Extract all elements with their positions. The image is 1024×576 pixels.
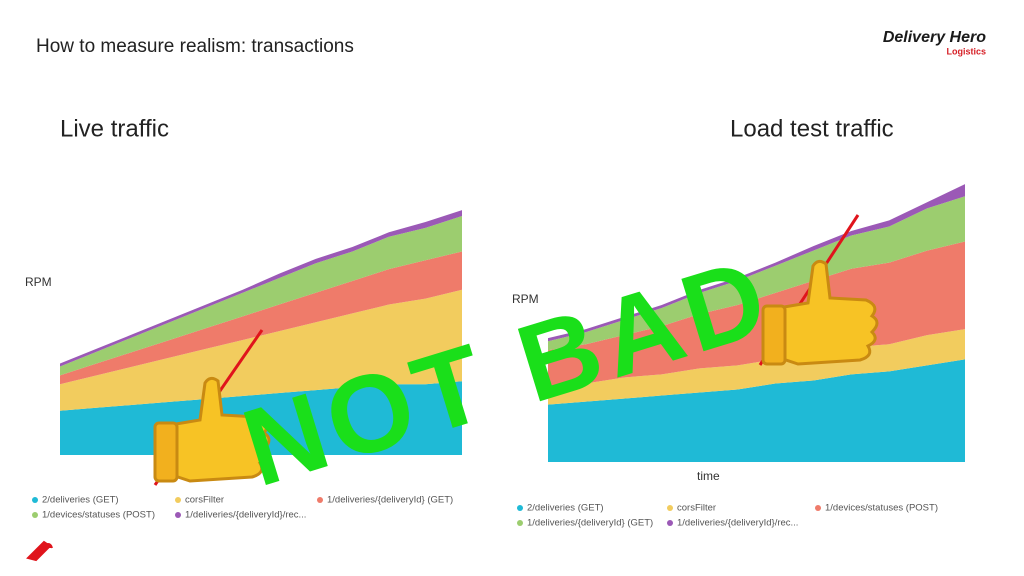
legend-swatch (517, 520, 523, 526)
legend-swatch (32, 497, 38, 503)
legend-label: 1/deliveries/{deliveryId} (GET) (527, 518, 653, 529)
legend-swatch (175, 497, 181, 503)
legend-label: 1/devices/statuses (POST) (42, 510, 155, 521)
brand-icon (26, 540, 53, 562)
chart-title: Live traffic (60, 115, 169, 142)
legend-swatch (815, 505, 821, 511)
legend-label: 1/deliveries/{deliveryId}/rec... (677, 518, 798, 529)
legend-label: corsFilter (677, 503, 716, 514)
area-series (548, 359, 965, 462)
legend-label: 2/deliveries (GET) (42, 495, 119, 506)
legend-swatch (517, 505, 523, 511)
legend-label: 1/deliveries/{deliveryId}/rec... (185, 510, 306, 521)
area-series (60, 251, 462, 385)
charts: Live traffic RPM 2/deliveries (GET) corsFil… (25, 115, 965, 529)
legend-swatch (317, 497, 323, 503)
chart-title: Load test traffic (730, 115, 894, 142)
legend-label: 1/devices/statuses (POST) (825, 503, 938, 514)
legend-swatch (32, 512, 38, 518)
slide-title: How to measure realism: transactions (36, 36, 354, 57)
area-series (60, 210, 462, 367)
legend-label: 1/deliveries/{deliveryId} (GET) (327, 495, 453, 506)
thumbs-up (761, 259, 879, 366)
legend-label: 2/deliveries (GET) (527, 503, 604, 514)
area-series (60, 289, 462, 411)
y-axis-label: RPM (25, 275, 52, 289)
legend-swatch (667, 520, 673, 526)
area-series (60, 216, 462, 376)
area-series (548, 241, 965, 387)
x-axis-label: time (697, 469, 720, 483)
legend-label: corsFilter (185, 495, 224, 506)
area-chart: Load test traffic RPM time 2/deliveries (GE… (512, 115, 965, 529)
legend-swatch (175, 512, 181, 518)
logo: Delivery Hero (883, 29, 986, 46)
y-axis-label: RPM (512, 292, 539, 306)
legend-swatch (667, 505, 673, 511)
thumbs-up (153, 376, 271, 483)
logo-sub: Logistics (946, 46, 986, 56)
